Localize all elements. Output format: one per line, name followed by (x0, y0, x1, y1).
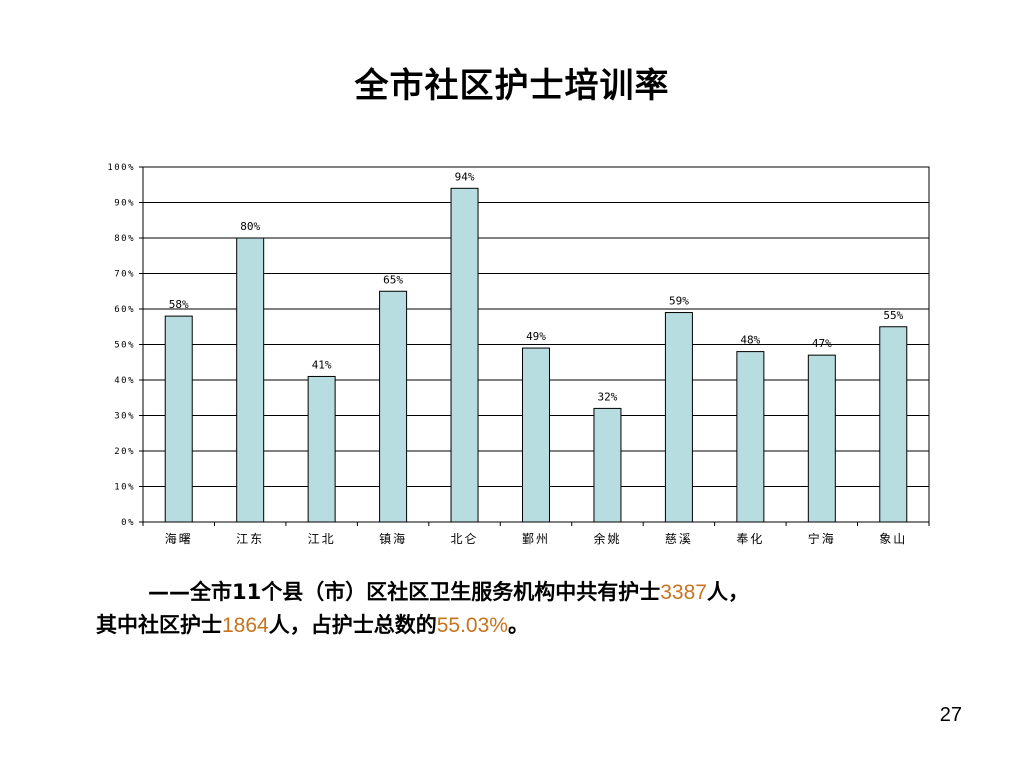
data-label: 80% (240, 220, 260, 233)
data-label: 32% (598, 390, 618, 403)
bar (450, 187, 479, 523)
y-tick-label: 70% (114, 270, 135, 280)
x-tick-label: 鄞州 (522, 532, 550, 546)
bar (807, 354, 836, 523)
x-tick-label: 象山 (879, 532, 907, 546)
caption-line-2: 其中社区护士1864人，占护士总数的55.03%。 (96, 609, 956, 642)
x-tick-label: 余姚 (593, 531, 621, 546)
y-tick-label: 40% (114, 376, 135, 386)
y-tick-label: 50% (114, 341, 135, 351)
data-label: 48% (740, 334, 760, 347)
caption-text: 其中社区护士 (96, 613, 222, 637)
caption-text: ——全市11个县（市）区社区卫生服务机构中共有护士 (148, 580, 661, 604)
x-tick-label: 海曙 (165, 531, 193, 546)
data-label: 65% (383, 273, 403, 286)
x-tick-label: 奉化 (736, 532, 764, 546)
x-tick-label: 慈溪 (665, 531, 693, 546)
bar (307, 375, 336, 523)
bar (379, 290, 408, 523)
page-number: 27 (939, 704, 962, 726)
bar-chart: 0% 10% 20% 30% 40% 50% 60% 70% 80% 90% 100% 58% 80%… (107, 163, 930, 546)
y-tick-label: 0% (121, 518, 135, 528)
bar (879, 326, 908, 523)
x-axis-ticks: 海曙 江东 江北 镇海 北仑 鄞州 余姚 慈溪 奉化 宁海 象山 (142, 522, 930, 546)
y-tick-label: 80% (114, 234, 135, 244)
caption: ——全市11个县（市）区社区卫生服务机构中共有护士3387人， 其中社区护士18… (96, 576, 956, 642)
data-label: 41% (312, 358, 332, 371)
data-label: 49% (526, 330, 546, 343)
bar (236, 237, 265, 523)
caption-highlight-total: 3387 (660, 581, 707, 604)
caption-line-1: ——全市11个县（市）区社区卫生服务机构中共有护士3387人， (96, 576, 956, 609)
slide-title: 全市社区护士培训率 (354, 66, 670, 106)
bar (164, 315, 193, 523)
x-tick-label: 江北 (308, 532, 336, 546)
y-tick-label: 100% (107, 163, 135, 173)
y-tick-label: 20% (114, 447, 135, 457)
y-tick-label: 90% (114, 199, 135, 209)
x-tick-label: 宁海 (808, 531, 836, 546)
y-tick-label: 30% (114, 412, 135, 422)
caption-highlight-percent: 55.03% (436, 614, 508, 637)
bar (664, 312, 693, 523)
data-label: 59% (669, 295, 689, 308)
bar (593, 407, 622, 523)
caption-highlight-count: 1864 (222, 614, 269, 637)
y-tick-label: 10% (114, 483, 135, 493)
y-axis-ticks: 0% 10% 20% 30% 40% 50% 60% 70% 80% 90% 100% (107, 163, 143, 528)
y-tick-label: 60% (114, 305, 135, 315)
data-label: 58% (169, 298, 189, 311)
caption-text: 人， (706, 580, 749, 604)
bar (522, 347, 550, 523)
x-tick-label: 江东 (236, 532, 264, 546)
data-label: 55% (883, 309, 903, 322)
bars: 58% 80% 41% 65% 94% 49% 32% 59% 48% 47% 55% (164, 170, 908, 523)
x-tick-label: 北仑 (451, 532, 479, 546)
bar (736, 351, 765, 523)
data-label: 47% (812, 337, 832, 350)
caption-text: 人，占护士总数的 (268, 613, 437, 637)
caption-text: 。 (507, 613, 529, 637)
x-tick-label: 镇海 (379, 531, 407, 546)
data-label: 94% (455, 170, 475, 183)
